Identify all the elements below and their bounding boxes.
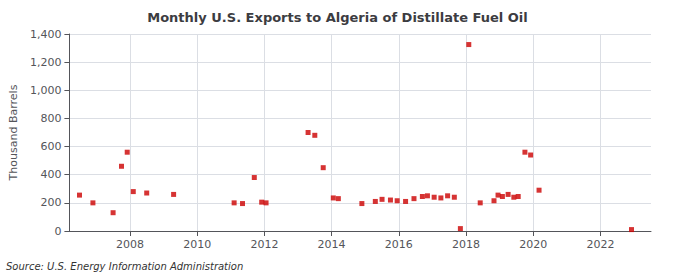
svg-text:Monthly U.S. Exports to Algeri: Monthly U.S. Exports to Algeria of Disti… bbox=[147, 10, 528, 25]
svg-text:2018: 2018 bbox=[452, 238, 480, 251]
svg-text:1,000: 1,000 bbox=[30, 84, 62, 97]
svg-text:2016: 2016 bbox=[385, 238, 413, 251]
svg-text:1,400: 1,400 bbox=[30, 28, 62, 41]
svg-text:2008: 2008 bbox=[116, 238, 144, 251]
svg-text:2010: 2010 bbox=[183, 238, 211, 251]
svg-text:800: 800 bbox=[40, 112, 61, 125]
svg-text:200: 200 bbox=[40, 196, 61, 209]
svg-text:2022: 2022 bbox=[587, 238, 615, 251]
svg-text:1,200: 1,200 bbox=[30, 56, 62, 69]
svg-text:2020: 2020 bbox=[519, 238, 547, 251]
svg-text:2014: 2014 bbox=[318, 238, 346, 251]
svg-text:Source: U.S. Energy Informatio: Source: U.S. Energy Information Administ… bbox=[6, 261, 243, 272]
svg-text:600: 600 bbox=[40, 140, 61, 153]
svg-text:2012: 2012 bbox=[250, 238, 278, 251]
svg-text:0: 0 bbox=[54, 225, 61, 238]
svg-text:Thousand Barrels: Thousand Barrels bbox=[7, 84, 20, 181]
svg-text:400: 400 bbox=[40, 168, 61, 181]
